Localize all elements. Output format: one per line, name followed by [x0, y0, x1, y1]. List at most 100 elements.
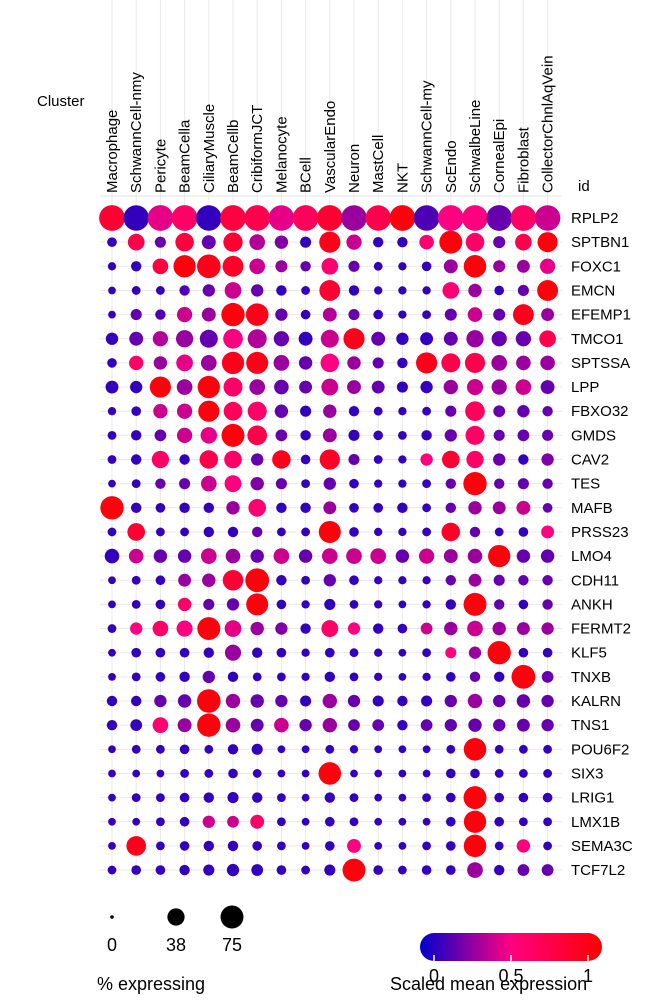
- dot-mark: [516, 694, 531, 708]
- dot-mark: [155, 502, 166, 513]
- gene-label: GMDS: [571, 427, 616, 444]
- size-legend-label: 75: [222, 935, 242, 955]
- dot-mark: [518, 647, 529, 658]
- gene-label: LMX1B: [571, 814, 620, 831]
- dot-mark: [493, 574, 505, 586]
- dot-mark: [516, 839, 531, 853]
- dot-mark: [272, 450, 291, 469]
- dot-mark: [349, 478, 359, 489]
- dot-mark: [131, 793, 141, 802]
- dot-mark: [463, 592, 487, 616]
- dot-mark: [126, 836, 147, 856]
- color-legend-tick-label: 0: [429, 966, 439, 986]
- dot-mark: [322, 307, 337, 322]
- dot-mark: [373, 865, 384, 875]
- dot-mark: [373, 406, 383, 416]
- dot-mark: [130, 719, 143, 732]
- dot-mark: [227, 815, 239, 828]
- dot-mark: [220, 205, 246, 231]
- dot-mark: [273, 355, 290, 371]
- dot-mark: [203, 502, 214, 513]
- dot-mark: [347, 622, 361, 635]
- dot-mark: [441, 450, 460, 469]
- gene-label: MAFB: [571, 500, 613, 517]
- dot-mark: [321, 378, 339, 396]
- cluster-label: CribiformJCT: [249, 105, 266, 193]
- dot-mark: [224, 620, 242, 637]
- dot-mark: [541, 525, 555, 539]
- dot-mark: [107, 624, 117, 633]
- dot-mark: [277, 527, 286, 537]
- dot-mark: [245, 303, 269, 326]
- dot-mark: [131, 575, 141, 585]
- dot-mark: [420, 453, 433, 466]
- dot-mark: [348, 260, 360, 272]
- dot-mark: [179, 454, 190, 465]
- dot-mark: [222, 255, 244, 277]
- dot-mark: [301, 648, 310, 657]
- dot-mark: [277, 672, 286, 682]
- dot-mark: [151, 450, 170, 469]
- size-legend-dot: [110, 915, 114, 919]
- dot-mark: [175, 330, 194, 348]
- dot-mark: [413, 205, 440, 231]
- dot-mark: [519, 769, 528, 778]
- dot-mark: [223, 328, 243, 349]
- dot-mark: [273, 548, 290, 564]
- dot-mark: [177, 597, 192, 612]
- dot-mark: [222, 569, 244, 591]
- gene-label: EMCN: [571, 282, 615, 299]
- dot-mark: [322, 717, 337, 733]
- size-legend: 0 38 75: [107, 905, 244, 955]
- dot-mark: [301, 600, 310, 609]
- dot-mark: [149, 376, 171, 398]
- dot-mark: [177, 718, 192, 733]
- dot-mark: [197, 689, 221, 713]
- dot-mark: [202, 670, 215, 684]
- dot-mark: [203, 864, 215, 876]
- dot-mark: [316, 205, 343, 231]
- dot-mark: [250, 814, 265, 829]
- dot-mark: [131, 454, 142, 465]
- gene-label: TCF7L2: [571, 862, 625, 879]
- dot-mark: [373, 455, 383, 464]
- dot-mark: [321, 620, 339, 637]
- dot-mark: [464, 352, 486, 373]
- dot-mark: [277, 817, 286, 827]
- dot-mark: [347, 380, 361, 394]
- dot-mark: [539, 258, 556, 274]
- dot-mark: [197, 254, 221, 279]
- dot-mark: [274, 379, 289, 395]
- dot-mark: [541, 453, 554, 466]
- dot-mark: [248, 498, 267, 517]
- dot-mark: [348, 309, 360, 321]
- dot-mark: [516, 259, 530, 273]
- dot-mark: [494, 671, 505, 683]
- dot-mark: [465, 401, 485, 422]
- dot-mark: [106, 695, 118, 707]
- dot-mark: [274, 235, 289, 249]
- dot-mark: [320, 329, 339, 348]
- dot-mark: [445, 768, 456, 779]
- dot-mark: [299, 718, 312, 732]
- dot-mark: [540, 380, 555, 394]
- dot-mark: [204, 769, 214, 778]
- dot-mark: [300, 695, 312, 707]
- dot-mark: [467, 620, 483, 637]
- dot-mark: [127, 523, 146, 541]
- dot-mark: [441, 522, 461, 542]
- dot-mark: [519, 744, 528, 754]
- gene-label: LRIG1: [571, 790, 614, 807]
- dot-mark: [398, 407, 407, 416]
- dot-mark: [322, 693, 337, 709]
- dot-mark: [518, 575, 529, 586]
- gene-label: TNS1: [571, 717, 609, 734]
- dot-mark: [443, 379, 458, 395]
- dot-mark: [418, 548, 435, 564]
- dot-mark: [179, 478, 191, 490]
- dot-mark: [512, 304, 534, 326]
- dot-mark: [325, 744, 335, 754]
- dot-mark: [348, 285, 360, 296]
- gene-label: LPP: [571, 379, 599, 396]
- dot-mark: [154, 429, 167, 442]
